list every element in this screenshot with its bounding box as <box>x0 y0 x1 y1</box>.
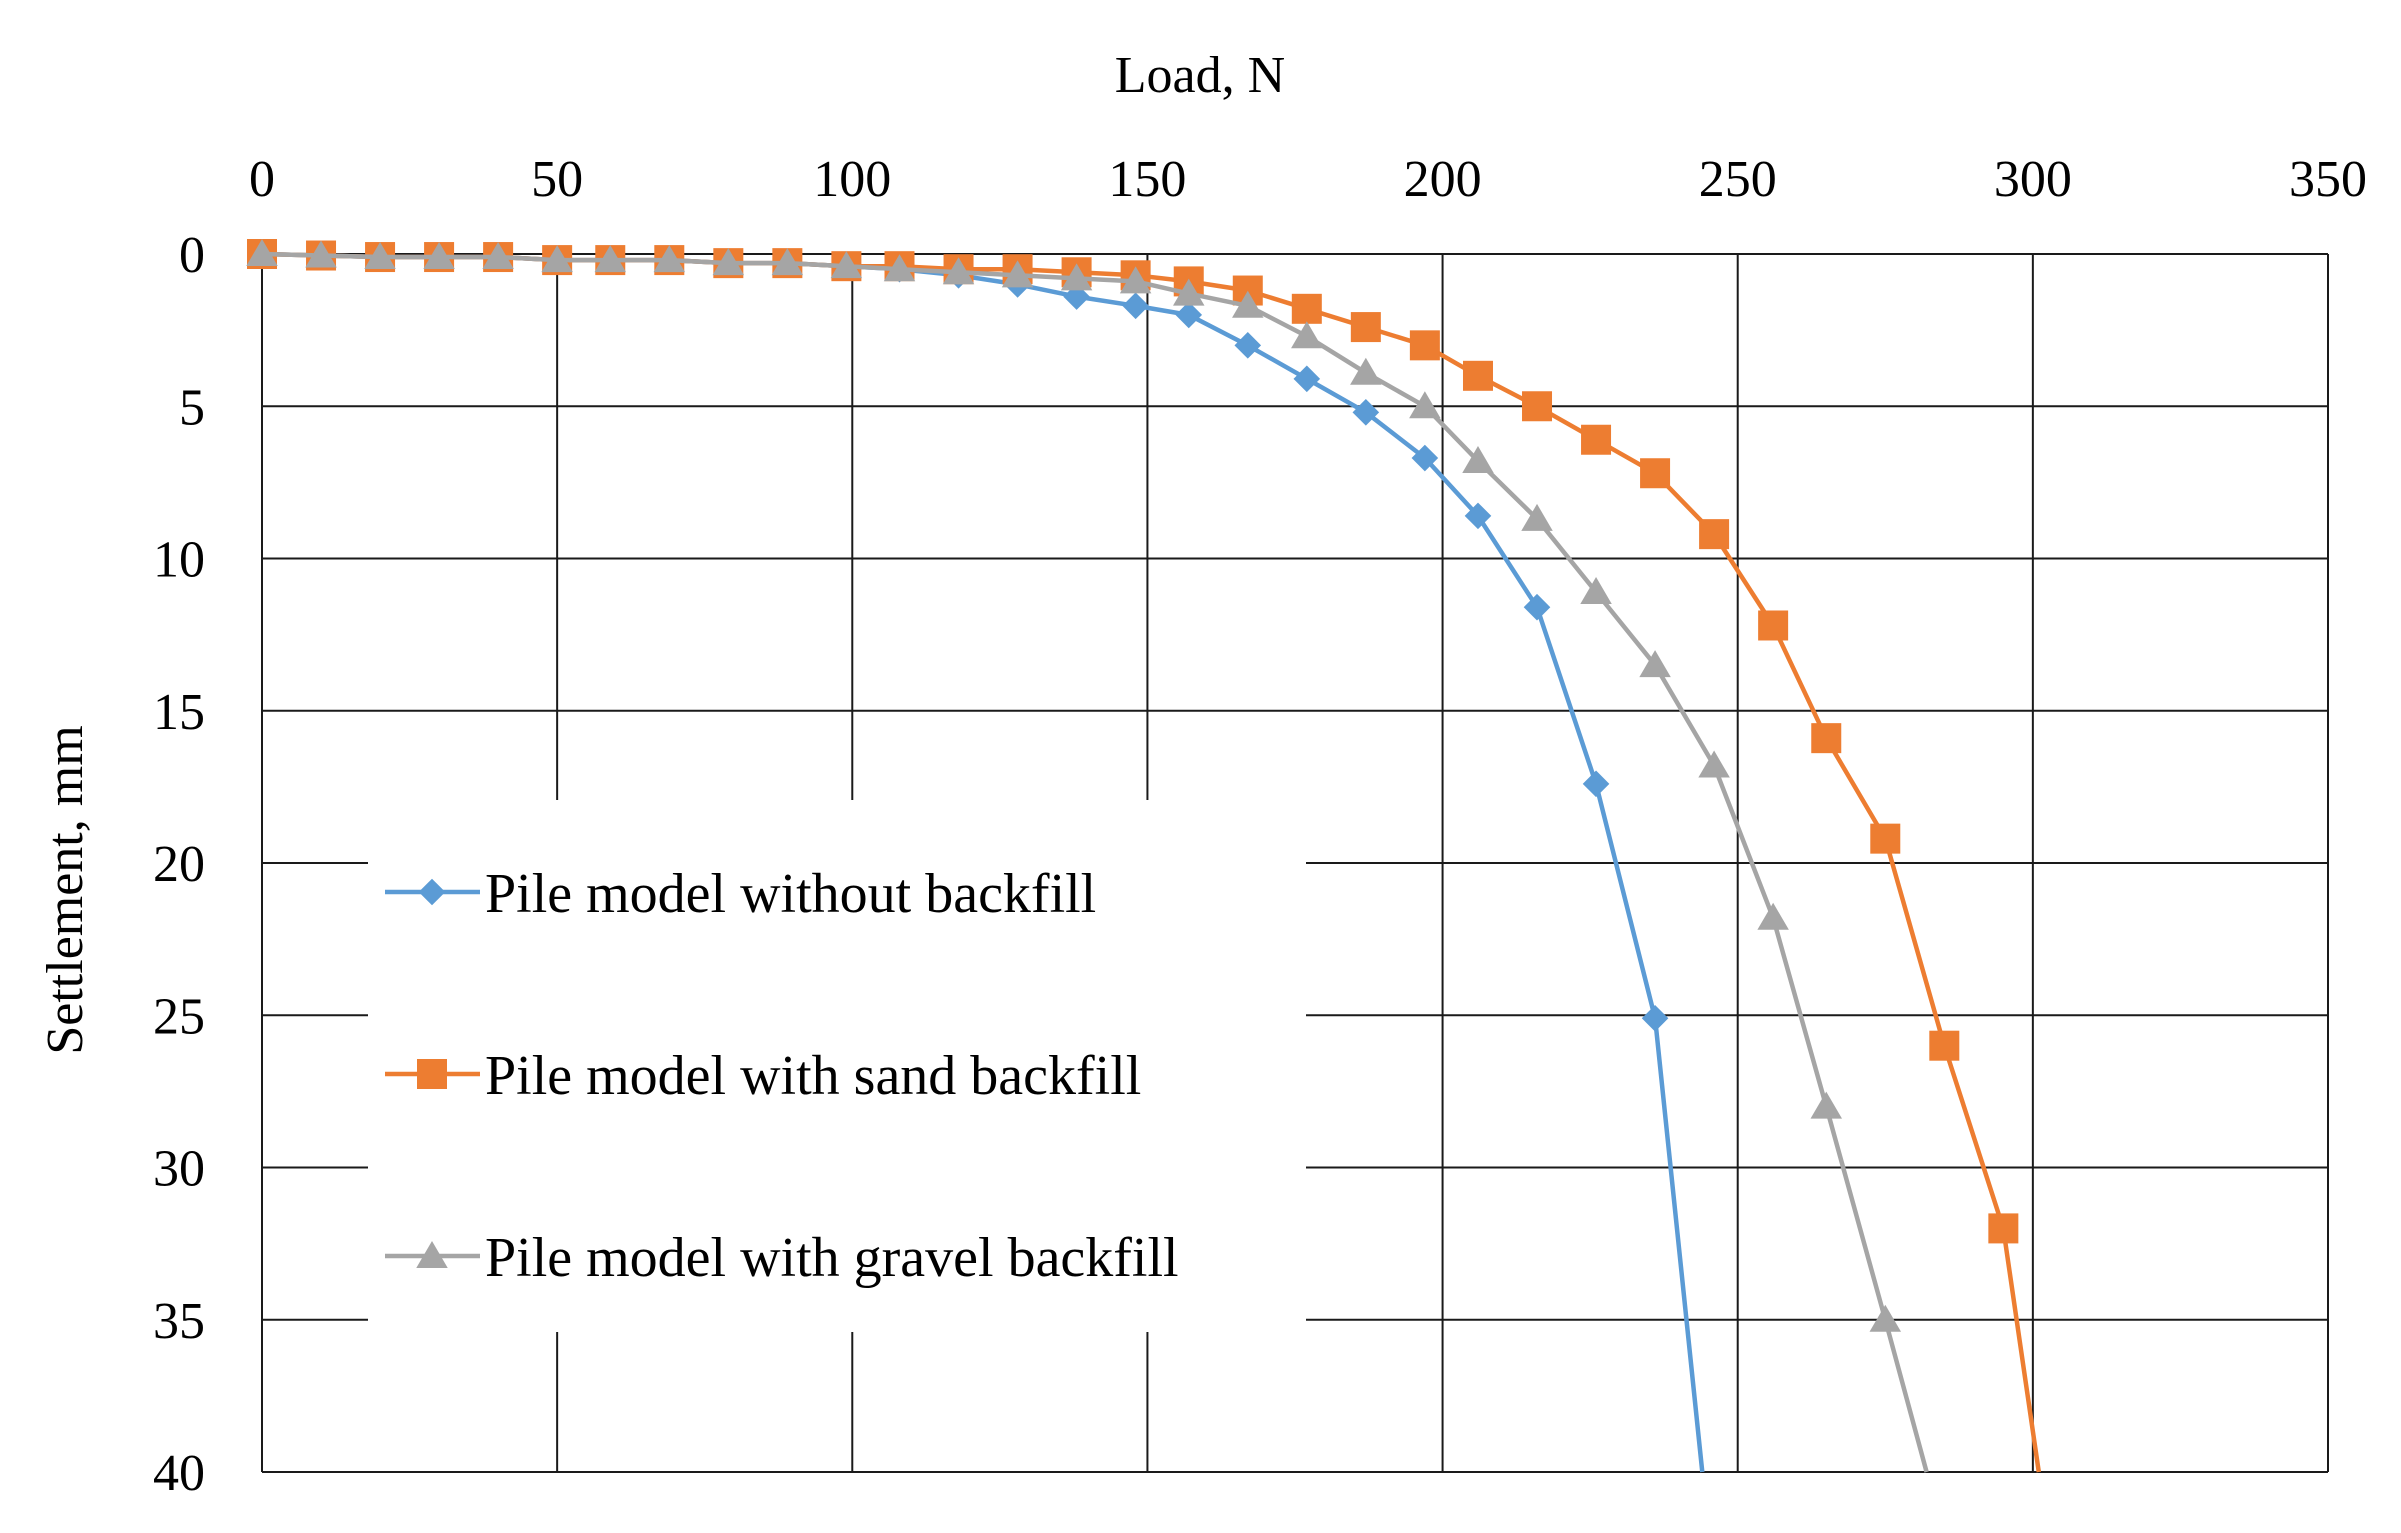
x-tick-label: 350 <box>2289 151 2367 208</box>
x-tick-label: 100 <box>813 151 891 208</box>
legend-item-2: Pile model with sand backfill <box>385 1045 1141 1107</box>
data-point <box>1521 503 1553 531</box>
x-tick-label: 250 <box>1699 151 1777 208</box>
data-point <box>1641 1004 1669 1032</box>
y-axis-title: Settlement, mm <box>37 725 94 1054</box>
legend-item-1: Pile model without backfill <box>385 863 1096 925</box>
data-point <box>1580 576 1612 604</box>
y-tick-label: 30 <box>153 1141 205 1198</box>
y-tick-label: 10 <box>153 532 205 589</box>
y-tick-label: 15 <box>153 684 205 741</box>
data-point <box>1464 502 1492 530</box>
data-point <box>1172 278 1205 306</box>
data-point <box>1988 1213 2019 1244</box>
data-point <box>1581 424 1612 455</box>
data-point <box>1234 332 1262 359</box>
data-point <box>1291 293 1322 324</box>
data-point <box>417 1059 447 1089</box>
x-tick-label: 150 <box>1108 151 1186 208</box>
data-point <box>423 242 455 270</box>
data-point <box>653 245 686 273</box>
data-point <box>1232 290 1264 318</box>
legend-label: Pile model without backfill <box>485 863 1096 925</box>
data-point <box>416 1241 448 1268</box>
series-3 <box>246 239 1929 1473</box>
x-tick-label: 200 <box>1404 151 1482 208</box>
data-point <box>830 251 863 279</box>
x-tick-label: 50 <box>531 151 583 208</box>
data-point <box>541 245 573 273</box>
series-layer <box>246 239 2042 1473</box>
data-point <box>305 240 337 268</box>
legend-background <box>368 800 1306 1332</box>
data-point <box>1060 263 1093 291</box>
data-point <box>1523 593 1551 621</box>
data-point <box>1640 458 1671 489</box>
data-point <box>1757 902 1789 930</box>
x-tick-label: 300 <box>1994 151 2072 208</box>
data-point <box>1869 1304 1902 1332</box>
data-point <box>1001 260 1034 288</box>
y-tick-label: 20 <box>153 836 205 893</box>
data-point <box>1175 301 1203 329</box>
axis-labels: Load, N Settlement, mm 0 50 100 150 200 250 30… <box>37 47 2367 1502</box>
legend-label: Pile model with sand backfill <box>485 1045 1141 1107</box>
data-point <box>1582 770 1610 798</box>
data-point <box>712 248 745 276</box>
data-point <box>1810 1091 1843 1119</box>
data-point <box>482 242 514 270</box>
data-point <box>1462 446 1494 474</box>
data-point <box>1811 723 1842 754</box>
data-point <box>1350 357 1382 385</box>
data-point <box>1291 321 1323 349</box>
y-tick-label: 40 <box>153 1445 205 1502</box>
data-point <box>1758 610 1789 641</box>
data-point <box>1462 360 1493 391</box>
legend-label: Pile model with gravel backfill <box>485 1227 1179 1289</box>
series-line <box>261 251 1929 1473</box>
data-point <box>1352 399 1380 426</box>
data-point <box>883 254 916 282</box>
data-point <box>1699 519 1730 550</box>
data-point <box>1350 312 1381 343</box>
legend-item-3: Pile model with gravel backfill <box>385 1227 1179 1289</box>
data-point <box>1639 650 1671 678</box>
x-axis-title: Load, N <box>1115 47 1285 104</box>
data-point <box>1411 444 1439 472</box>
data-point <box>1122 292 1149 320</box>
y-tick-label: 0 <box>179 227 205 284</box>
data-point <box>1929 1030 1960 1061</box>
data-point <box>771 248 804 276</box>
data-point <box>1409 391 1441 419</box>
data-point <box>418 878 446 906</box>
data-point <box>1119 266 1152 294</box>
y-tick-label: 5 <box>179 379 205 436</box>
data-point <box>1870 823 1901 854</box>
data-point <box>942 257 975 285</box>
data-point <box>1698 750 1730 778</box>
y-tick-label: 25 <box>153 988 205 1045</box>
legend: Pile model without backfill Pile model wi… <box>368 800 1306 1332</box>
data-point <box>1293 365 1321 393</box>
x-tick-label: 0 <box>249 151 275 208</box>
data-point <box>364 242 396 270</box>
y-tick-label: 35 <box>153 1293 205 1350</box>
data-point <box>1409 330 1440 361</box>
data-point <box>246 239 278 266</box>
data-point <box>594 245 627 273</box>
data-point <box>1522 391 1553 422</box>
